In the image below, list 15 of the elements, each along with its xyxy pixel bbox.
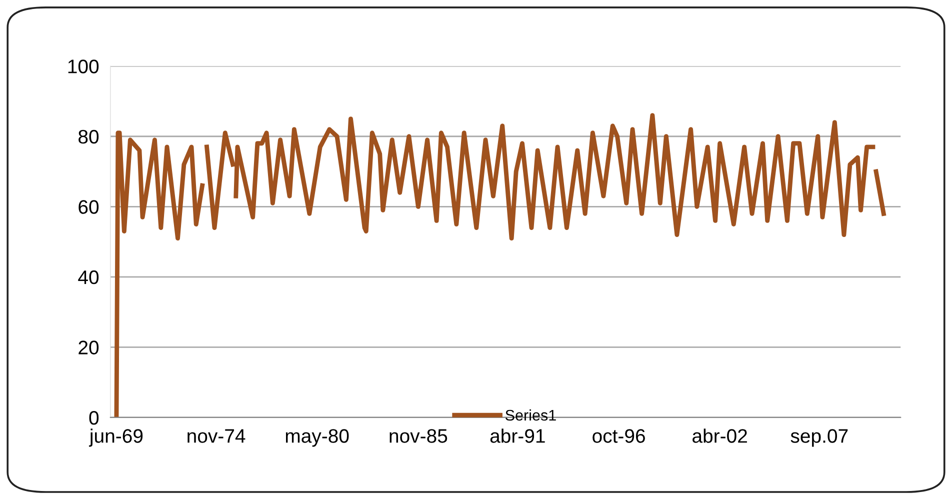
y-tick-label: 0 xyxy=(89,410,99,425)
y-tick-label: 20 xyxy=(78,340,99,354)
y-tick-label: 60 xyxy=(78,200,99,214)
x-tick-label: may-80 xyxy=(286,429,349,447)
legend-label: Series1 xyxy=(506,409,556,421)
x-tick-label: abr-91 xyxy=(490,428,545,443)
x-tick-label: nov-85 xyxy=(390,429,448,443)
y-tick-label: 100 xyxy=(68,60,99,74)
x-tick-label: sep.07 xyxy=(790,429,848,447)
x-tick-label: nov-74 xyxy=(188,429,246,443)
y-tick-label: 40 xyxy=(78,270,99,284)
x-tick-label: jun-69 xyxy=(88,428,143,447)
x-tick-label: oct-96 xyxy=(592,429,645,443)
y-tick-label: 80 xyxy=(78,130,99,144)
x-tick-label: abr-02 xyxy=(692,428,747,443)
